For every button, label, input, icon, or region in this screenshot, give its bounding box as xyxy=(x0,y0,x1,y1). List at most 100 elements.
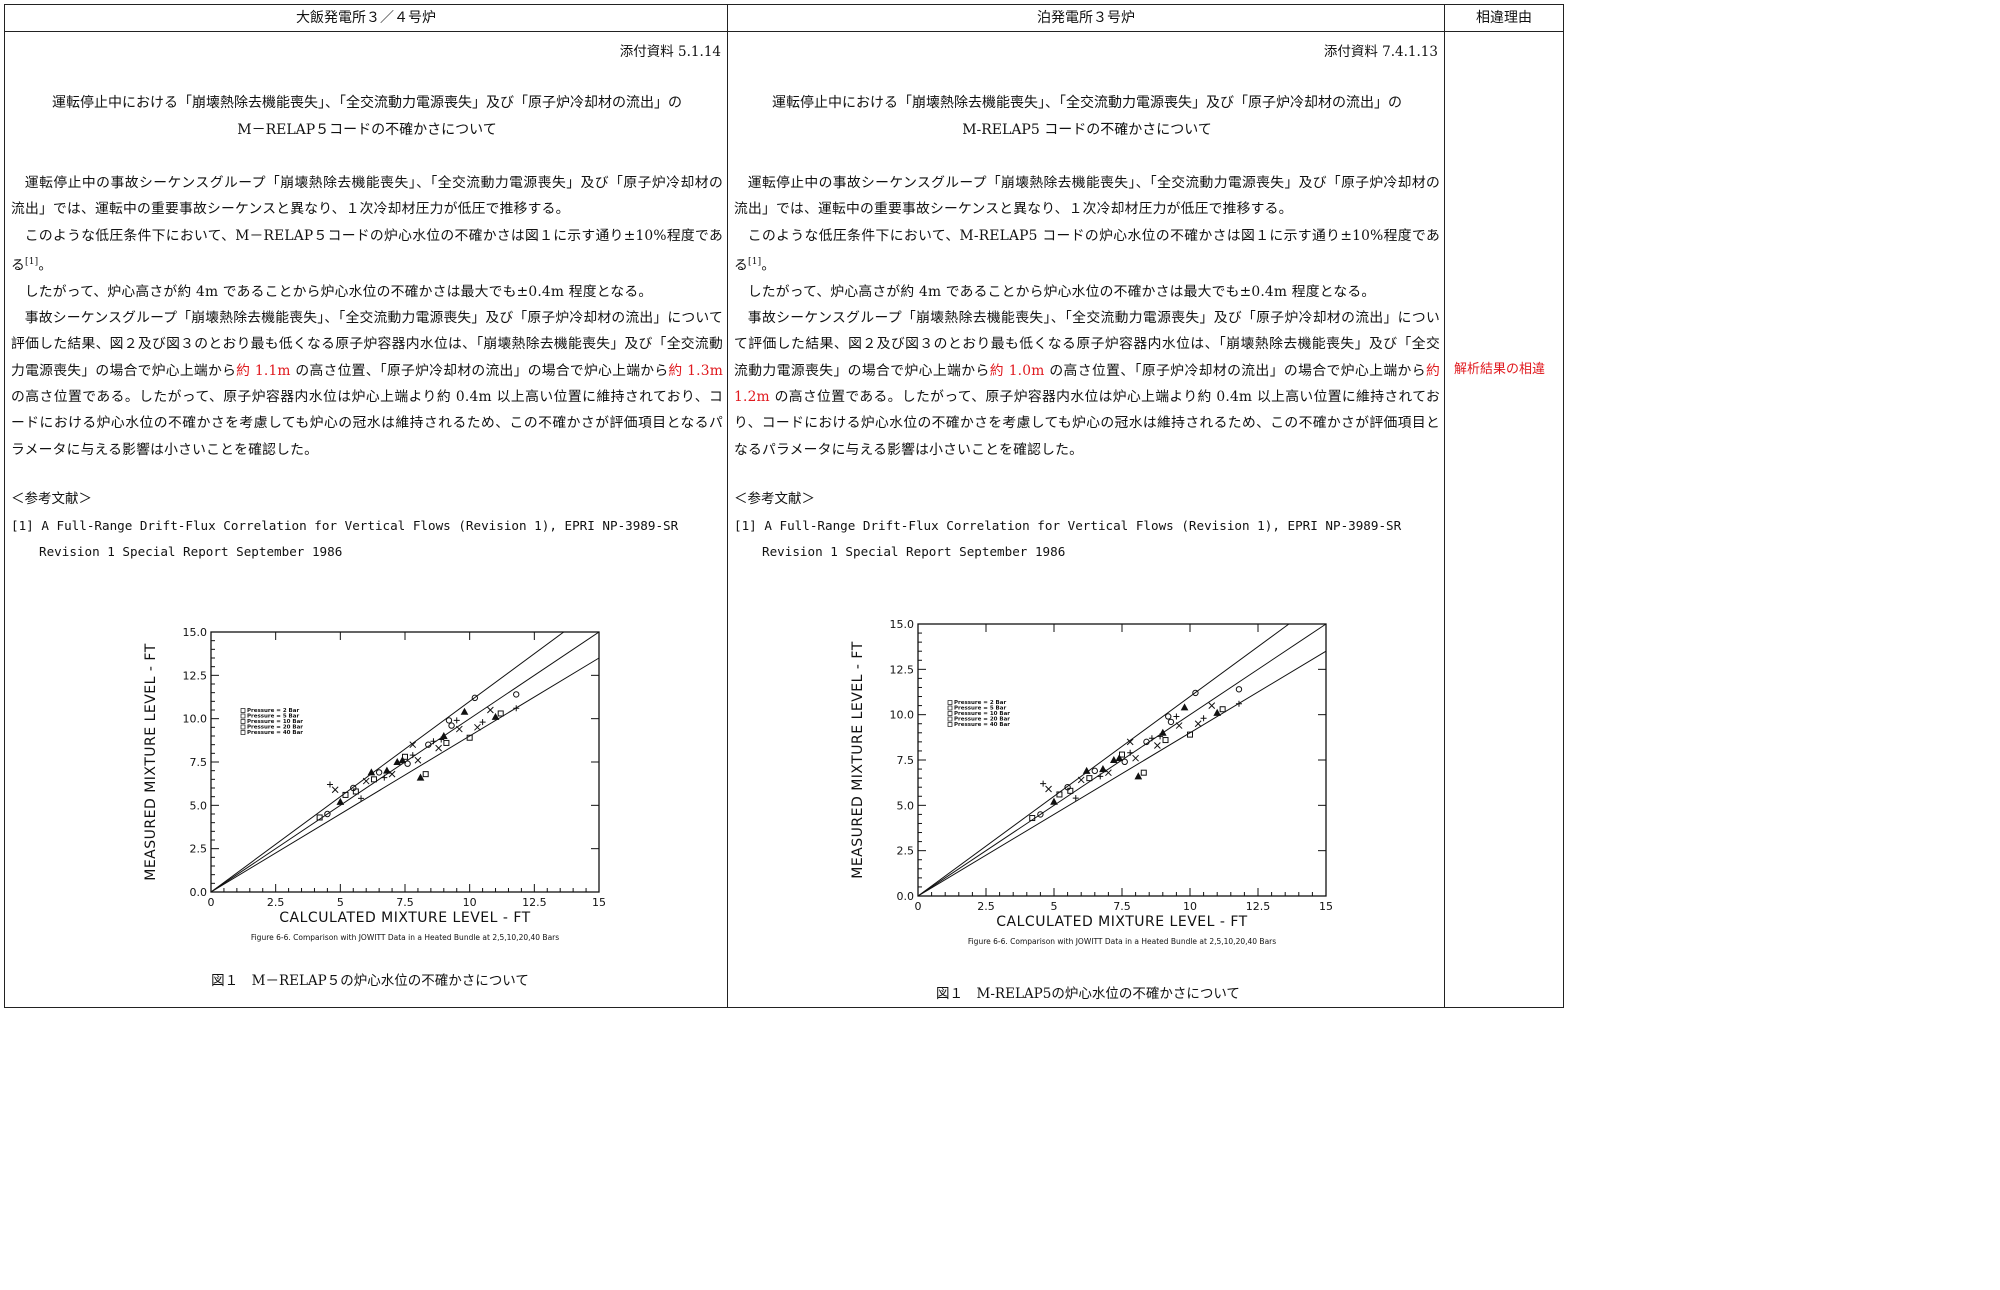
data-point xyxy=(1126,738,1134,746)
data-point xyxy=(1192,689,1199,697)
data-point xyxy=(1187,731,1193,738)
y-tick-label: 2.5 xyxy=(190,843,208,856)
data-point xyxy=(1173,713,1180,720)
x-tick-label: 12.5 xyxy=(522,896,547,909)
document-title: 運転停止中における「崩壊熱除去機能喪失」、「全交流動力電源喪失」及び「原子炉冷却… xyxy=(11,90,723,144)
data-point xyxy=(388,770,396,778)
legend-entry: Pressure = 5 Bar xyxy=(954,706,1006,712)
data-point xyxy=(342,791,349,798)
y-tick-label: 12.5 xyxy=(183,669,208,682)
data-point xyxy=(1165,713,1172,720)
data-point xyxy=(409,752,416,759)
legend-entry: Pressure = 10 Bar xyxy=(247,719,303,725)
data-point xyxy=(1167,718,1175,726)
data-point xyxy=(1077,776,1085,784)
data-point xyxy=(1213,708,1222,716)
data-point xyxy=(1091,767,1098,775)
data-point xyxy=(383,766,391,774)
data-point xyxy=(362,777,370,785)
legend-marker xyxy=(947,711,953,716)
x-tick-label: 2.5 xyxy=(977,900,995,913)
data-point xyxy=(1045,785,1052,793)
figure-caption: 図１ M-RELAP5の炉心水位の不確かさについて xyxy=(936,986,1240,1002)
figure-chart: 00.0 2.5 2.5 5 5.0 7.5 7.5 10 10.0 12.5 12.5 15 15.0… xyxy=(143,626,606,942)
legend-entry: Pressure = 10 Bar xyxy=(954,711,1010,717)
data-point xyxy=(1235,700,1242,707)
title-line-1: 運転停止中における「崩壊熱除去機能喪失」、「全交流動力電源喪失」及び「原子炉冷却… xyxy=(52,95,682,111)
header-reason: 相違理由 xyxy=(1476,10,1532,26)
data-point xyxy=(414,756,422,764)
highlight-value-1: 約 1.1m xyxy=(236,362,291,379)
data-point xyxy=(1050,797,1058,805)
references-heading: ＜参考文献＞ xyxy=(11,491,92,507)
data-point xyxy=(1180,703,1189,711)
data-point xyxy=(1235,686,1243,693)
data-point xyxy=(1109,755,1118,763)
data-point xyxy=(1056,791,1063,798)
comparison-table: 大飯発電所３／４号炉 泊発電所３号炉 相違理由 添付資料 5.1.14 運転停止… xyxy=(4,4,1564,1008)
paragraph-3: したがって、炉心高さが約 4m であることから炉心水位の不確かさは最大でも±0.… xyxy=(747,283,1376,300)
header-divider xyxy=(5,31,1563,32)
data-point xyxy=(435,744,442,752)
title-line-2: M-RELAP5 コードの不確かさについて xyxy=(962,122,1212,138)
data-point xyxy=(1072,795,1079,802)
reference-1: [1] A Full-Range Drift-Flux Correlation … xyxy=(11,518,679,533)
data-point xyxy=(487,706,494,714)
references: ＜参考文献＞ [1] A Full-Range Drift-Flux Corre… xyxy=(734,486,1440,565)
y-axis-label: MEASURED MIXTURE LEVEL - FT xyxy=(850,641,866,879)
data-point xyxy=(1175,722,1183,729)
column-ohi: 添付資料 5.1.14 運転停止中における「崩壊熱除去機能喪失」、「全交流動力電… xyxy=(5,32,727,1007)
data-point xyxy=(471,694,479,702)
title-line-1: 運転停止中における「崩壊熱除去機能喪失」、「全交流動力電源喪失」及び「原子炉冷却… xyxy=(772,95,1402,111)
x-tick-label: 2.5 xyxy=(267,896,285,909)
data-point xyxy=(1154,742,1161,749)
legend-marker xyxy=(240,708,246,713)
data-point xyxy=(1132,754,1139,762)
data-point xyxy=(331,786,339,794)
data-point xyxy=(497,710,504,717)
data-point xyxy=(491,712,500,720)
data-point xyxy=(422,771,429,778)
data-point xyxy=(1086,775,1093,782)
x-tick-label: 5 xyxy=(337,896,344,909)
y-tick-label: 0.0 xyxy=(190,886,208,899)
y-tick-label: 12.5 xyxy=(890,663,915,676)
highlight-value-1: 約 1.0m xyxy=(989,362,1045,379)
x-tick-label: 15 xyxy=(1319,900,1333,913)
y-tick-label: 0.0 xyxy=(897,890,915,903)
data-point xyxy=(445,717,453,724)
paragraph-1: 運転停止中の事故シーケンスグループ「崩壊熱除去機能喪失」、「全交流動力電源喪失」… xyxy=(734,175,1440,218)
paragraph-1: 運転停止中の事故シーケンスグループ「崩壊熱除去機能喪失」、「全交流動力電源喪失」… xyxy=(11,175,723,218)
references: ＜参考文献＞ [1] A Full-Range Drift-Flux Corre… xyxy=(11,486,723,565)
x-tick-label: 0 xyxy=(208,896,215,909)
data-point xyxy=(1140,769,1147,776)
y-tick-label: 15.0 xyxy=(890,618,915,631)
y-tick-label: 7.5 xyxy=(190,756,208,769)
data-point xyxy=(466,734,473,741)
reference-line xyxy=(210,657,600,893)
header-ohi: 大飯発電所３／４号炉 xyxy=(296,10,436,26)
data-point xyxy=(1200,715,1207,722)
figure-caption: 図１ M－RELAP５の炉心水位の不確かさについて xyxy=(211,973,529,989)
paragraph-4-part-a: 事故シーケンスグループ「崩壊熱除去機能喪失」、「全交流動力電源喪失」及び「原子炉… xyxy=(734,310,1440,379)
legend-entry: Pressure = 2 Bar xyxy=(954,700,1006,706)
reference-1-continued: Revision 1 Special Report September 1986 xyxy=(39,544,343,559)
data-point xyxy=(513,705,520,712)
data-point xyxy=(316,814,323,821)
data-point xyxy=(443,739,450,746)
paragraph-4-part-a: 事故シーケンスグループ「崩壊熱除去機能喪失」、「全交流動力電源喪失」及び「原子炉… xyxy=(11,310,723,379)
data-point xyxy=(453,717,460,724)
x-tick-label: 7.5 xyxy=(396,896,414,909)
x-axis-label: CALCULATED MIXTURE LEVEL - FT xyxy=(996,914,1247,930)
legend-marker xyxy=(240,719,246,724)
reference-1-continued: Revision 1 Special Report September 1986 xyxy=(762,544,1066,559)
x-tick-label: 0 xyxy=(915,900,922,913)
x-axis-label: CALCULATED MIXTURE LEVEL - FT xyxy=(279,910,530,926)
legend-entry: Pressure = 40 Bar xyxy=(247,730,303,736)
document-title: 運転停止中における「崩壊熱除去機能喪失」、「全交流動力電源喪失」及び「原子炉冷却… xyxy=(734,90,1440,144)
body-text: 運転停止中の事故シーケンスグループ「崩壊熱除去機能喪失」、「全交流動力電源喪失」… xyxy=(734,170,1440,463)
data-point xyxy=(1037,811,1044,818)
data-point xyxy=(370,776,377,783)
paragraph-3: したがって、炉心高さが約 4m であることから炉心水位の不確かさは最大でも±0.… xyxy=(24,283,653,300)
y-tick-label: 10.0 xyxy=(890,709,915,722)
